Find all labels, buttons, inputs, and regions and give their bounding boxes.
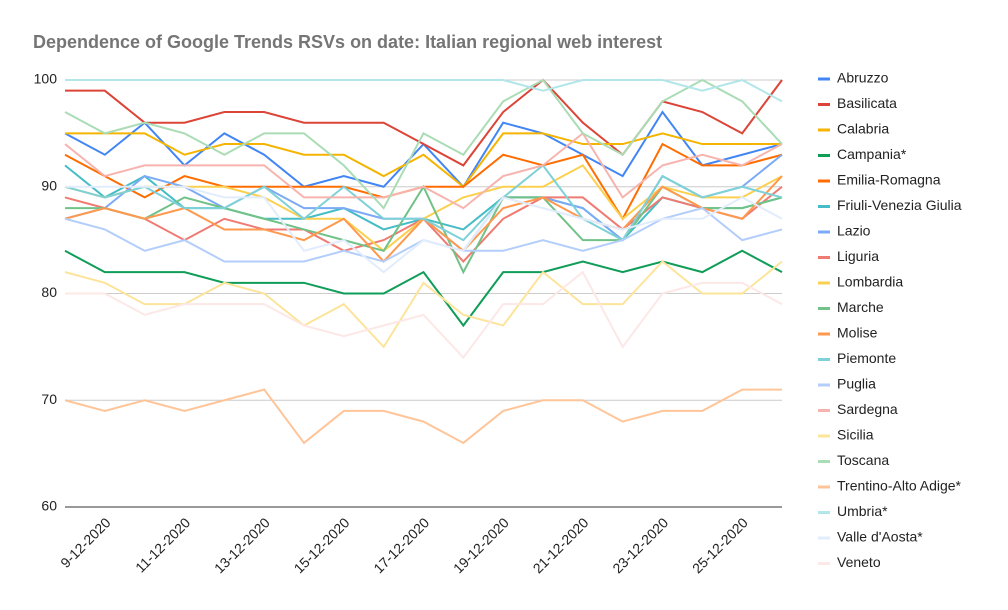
legend-label: Liguria [837, 248, 879, 264]
legend-label: Abruzzo [837, 70, 889, 86]
legend-label: Trentino-Alto Adige* [837, 478, 962, 494]
legend-label: Basilicata [837, 95, 897, 111]
legend-label: Emilia-Romagna [837, 172, 941, 188]
series-line [64, 163, 783, 242]
legend-label: Umbria* [837, 503, 888, 519]
chart-title: Dependence of Google Trends RSVs on date… [33, 32, 662, 52]
legend-label: Valle d'Aosta* [837, 529, 923, 545]
legend-label: Friuli-Venezia Giulia [837, 197, 962, 213]
legend-label: Lombardia [837, 274, 903, 290]
y-tick-label: 90 [41, 177, 57, 193]
series-line [65, 132, 782, 189]
legend-label: Marche [837, 299, 884, 315]
legend-label: Lazio [837, 223, 871, 239]
series-line [65, 270, 783, 360]
legend-label: Toscana [837, 452, 889, 468]
series-line [64, 131, 783, 210]
y-tick-label: 60 [41, 498, 57, 514]
series-line [65, 185, 783, 274]
series-line [64, 388, 782, 445]
y-tick-label: 80 [41, 284, 57, 300]
y-tick-label: 100 [34, 71, 58, 87]
series-line [65, 78, 783, 103]
y-tick-label: 70 [41, 391, 57, 407]
legend-label: Sardegna [837, 401, 898, 417]
legend-label: Veneto [837, 554, 881, 570]
legend-label: Sicilia [837, 427, 874, 443]
series-line [64, 78, 783, 210]
legend-label: Molise [837, 325, 878, 341]
legend-label: Calabria [837, 121, 889, 137]
legend-label: Campania* [837, 146, 907, 162]
legend-label: Piemonte [837, 350, 896, 366]
legend-label: Puglia [837, 376, 876, 392]
